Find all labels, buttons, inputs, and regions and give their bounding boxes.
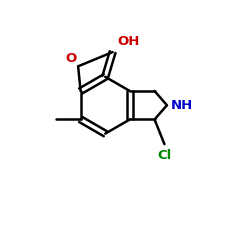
Text: O: O [66, 52, 77, 65]
Text: Cl: Cl [157, 149, 172, 162]
Text: OH: OH [117, 35, 140, 48]
Text: NH: NH [171, 99, 193, 112]
